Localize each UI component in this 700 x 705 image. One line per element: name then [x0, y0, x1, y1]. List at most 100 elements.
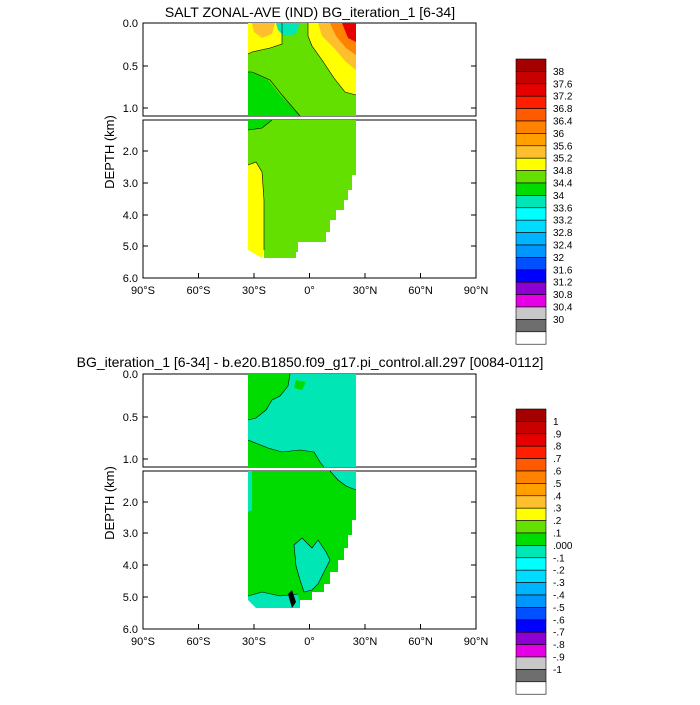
panel-2-lower-yticks: 2.0 3.0 4.0 5.0 6.0 [123, 497, 476, 636]
panel-1-ylabel: DEPTH (km) [102, 115, 117, 189]
p1-low-green-top-left [248, 120, 272, 130]
colorbar-1-swatch-21 [515, 319, 547, 333]
p1-xtick-2: 30°S [242, 285, 266, 297]
colorbar-1-label-20: 30 [553, 315, 565, 326]
colorbar-1-swatch-10 [515, 182, 547, 196]
colorbar-2-swatch-3 [515, 445, 547, 459]
colorbar-2-swatch-9 [515, 520, 547, 534]
colorbar-1-label-19: 30.4 [553, 303, 573, 314]
p1-up-orange-left [252, 23, 275, 38]
panel-2-upper-field [247, 373, 356, 468]
colorbar-1-swatch-0 [515, 58, 547, 72]
p2-low-cyan-top [330, 471, 356, 490]
colorbar-2-swatch-4 [515, 458, 547, 472]
p2-low-contour-blob [293, 537, 331, 593]
colorbar-1-swatch-4 [515, 108, 547, 122]
colorbar-2-swatch-8 [515, 507, 547, 521]
colorbar-1-swatch-7 [515, 145, 547, 159]
colorbar-1-swatch-20 [515, 306, 547, 320]
p1-low-green [248, 120, 356, 258]
colorbar-2-label-18: -.8 [553, 640, 565, 651]
colorbar-2-label-6: .4 [553, 491, 562, 502]
p2-low-cyan-blob [294, 538, 330, 592]
p2-xtick-4: 30°N [353, 636, 378, 648]
p2-xtick-2: 30°S [242, 636, 266, 648]
panel-1-upper-yticks: 0.0 0.5 1.0 [123, 18, 476, 115]
colorbar-2-label-12: -.2 [553, 566, 565, 577]
colorbar-2-label-10: .000 [553, 541, 573, 552]
colorbar-1-label-14: 32.4 [553, 241, 573, 252]
colorbar-1-label-17: 31.2 [553, 278, 573, 289]
panel-2: BG_iteration_1 [6-34] - b.e20.B1850.f09_… [77, 354, 573, 695]
panel-2-lower-field [247, 470, 357, 608]
p2-ytick-lower-0: 2.0 [123, 497, 138, 509]
p2-up-green-left [248, 374, 290, 420]
colorbar-1-swatch-1 [515, 71, 547, 85]
p2-xtick-5: 60°N [408, 636, 433, 648]
panel-2-xticks: 90°S 60°S 30°S 0° 30°N 60°N 90°N [131, 624, 488, 648]
colorbar-2-swatch-5 [515, 470, 547, 484]
colorbar-2-label-9: .1 [553, 529, 562, 540]
p1-ytick-lower-1: 3.0 [123, 178, 138, 190]
p2-xtick-3: 0° [304, 636, 315, 648]
p1-ytick-upper-0: 0.0 [123, 18, 138, 30]
p1-ytick-upper-2: 1.0 [123, 103, 138, 115]
p2-up-green-islet [294, 380, 306, 390]
p2-up-contour-1 [247, 373, 291, 421]
colorbar-2-swatch-22 [515, 681, 547, 695]
colorbar-2-swatch-19 [515, 644, 547, 658]
colorbar-1-label-1: 37.6 [553, 79, 573, 90]
colorbar-1-swatch-11 [515, 195, 547, 209]
p1-low-contour [247, 161, 265, 250]
p1-ytick-lower-2: 4.0 [123, 210, 138, 222]
colorbar-1-swatch-3 [515, 95, 547, 109]
p1-up-contour-2 [307, 23, 357, 96]
colorbar-1-label-12: 33.2 [553, 216, 573, 227]
colorbar-2-label-1: .9 [553, 429, 562, 440]
colorbar-1-swatch-2 [515, 83, 547, 97]
p1-up-contour-1 [248, 71, 301, 117]
colorbar-2-label-4: .6 [553, 467, 562, 478]
panel-1-colorbar: 3837.637.236.836.43635.635.234.834.43433… [515, 58, 573, 345]
colorbar-1-label-9: 34.4 [553, 179, 573, 190]
colorbar-2-swatch-15 [515, 594, 547, 608]
p1-low-contour-top [247, 119, 273, 131]
colorbar-1-swatch-17 [515, 269, 547, 283]
colorbar-2-label-0: 1 [553, 417, 559, 428]
p1-xtick-5: 60°N [408, 285, 433, 297]
panel-1-lower-yticks: 2.0 3.0 4.0 5.0 6.0 [123, 146, 476, 285]
p1-xtick-4: 30°N [353, 285, 378, 297]
colorbar-2-swatch-21 [515, 669, 547, 683]
colorbar-2-label-20: -1 [553, 665, 562, 676]
colorbar-1-label-10: 34 [553, 191, 565, 202]
p1-ytick-upper-1: 0.5 [123, 61, 138, 73]
colorbar-2-swatch-16 [515, 607, 547, 621]
panel-2-colorbar: 1.9.8.7.6.5.4.3.2.1.000-.1-.2-.3-.4-.5-.… [515, 408, 573, 695]
p2-ytick-upper-1: 0.5 [123, 412, 138, 424]
colorbar-1-swatch-15 [515, 244, 547, 258]
p1-xtick-1: 60°S [187, 285, 211, 297]
colorbar-1-swatch-19 [515, 294, 547, 308]
panel-1: SALT ZONAL-AVE (IND) BG_iteration_1 [6-3… [102, 4, 573, 345]
colorbar-2-swatch-20 [515, 656, 547, 670]
p2-ytick-lower-2: 4.0 [123, 560, 138, 572]
panel-2-ylabel: DEPTH (km) [102, 466, 117, 540]
p2-up-contour-2 [247, 439, 325, 468]
colorbar-2-swatch-12 [515, 557, 547, 571]
colorbar-1-label-5: 36 [553, 129, 565, 140]
p1-xtick-3: 0° [304, 285, 315, 297]
colorbar-1-label-13: 32.8 [553, 228, 573, 239]
p2-up-green-bottom [248, 440, 324, 467]
colorbar-1-swatch-5 [515, 120, 547, 134]
panel-2-upper-yticks: 0.0 0.5 1.0 [123, 369, 476, 466]
colorbar-2-label-5: .5 [553, 479, 562, 490]
colorbar-1-swatch-16 [515, 257, 547, 271]
colorbar-2-swatch-11 [515, 545, 547, 559]
p2-ytick-lower-4: 6.0 [123, 624, 138, 636]
colorbar-2-swatch-14 [515, 582, 547, 596]
colorbar-2-swatch-17 [515, 619, 547, 633]
colorbar-1-label-7: 35.2 [553, 154, 573, 165]
colorbar-1-swatch-14 [515, 232, 547, 246]
colorbar-1-swatch-8 [515, 157, 547, 171]
